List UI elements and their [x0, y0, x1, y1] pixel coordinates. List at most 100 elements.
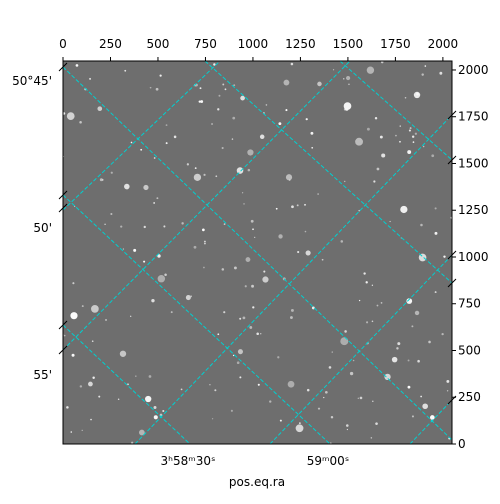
star — [422, 145, 425, 148]
star — [155, 87, 159, 91]
star — [70, 312, 78, 320]
star — [199, 87, 202, 90]
star — [70, 431, 73, 433]
star — [349, 371, 354, 376]
star — [306, 388, 310, 392]
star — [153, 406, 157, 410]
star — [240, 95, 245, 101]
star — [407, 385, 411, 389]
star — [63, 112, 66, 115]
star — [256, 332, 259, 336]
star — [245, 257, 251, 262]
star — [71, 353, 75, 357]
star — [414, 310, 420, 316]
star — [411, 325, 414, 328]
star — [363, 272, 366, 275]
ra-tick-label: 3ʰ58ᵐ30ˢ — [161, 454, 216, 468]
star — [340, 337, 349, 346]
x-tick-label: 1250 — [285, 37, 316, 51]
star — [408, 129, 411, 132]
star — [202, 228, 205, 232]
x-label: pos.eq.ra — [229, 475, 285, 489]
star — [101, 178, 104, 181]
dec-tick-label: 50°45' — [12, 74, 52, 88]
world-tick — [58, 190, 68, 200]
star — [148, 375, 152, 378]
star — [145, 395, 152, 403]
star — [120, 225, 123, 228]
star — [379, 135, 383, 139]
star — [283, 79, 290, 86]
star — [213, 63, 216, 66]
star — [153, 202, 155, 204]
star — [278, 234, 283, 239]
star — [396, 347, 399, 350]
star — [322, 396, 325, 399]
star — [290, 316, 293, 319]
star — [221, 268, 225, 271]
star — [165, 124, 168, 127]
star — [446, 390, 449, 392]
star — [239, 317, 242, 320]
star — [346, 428, 348, 431]
star — [275, 207, 278, 210]
star — [242, 316, 246, 320]
star — [157, 254, 161, 258]
star — [135, 375, 137, 377]
star — [211, 123, 213, 125]
star — [153, 415, 158, 420]
star — [287, 380, 295, 388]
star — [329, 442, 332, 444]
star — [317, 81, 322, 87]
star — [262, 276, 269, 283]
star — [230, 409, 233, 412]
star — [372, 400, 374, 402]
star — [91, 340, 94, 343]
star — [193, 245, 197, 249]
star — [237, 349, 243, 355]
star — [159, 74, 162, 77]
star — [411, 135, 415, 138]
star — [374, 117, 378, 120]
star — [75, 64, 79, 67]
star — [185, 295, 191, 301]
coordinate-grid — [63, 61, 452, 444]
star — [380, 61, 384, 64]
star — [285, 109, 288, 112]
star — [231, 138, 234, 140]
star — [119, 350, 127, 357]
star — [265, 104, 268, 106]
star — [204, 240, 206, 243]
star — [446, 379, 450, 383]
star — [359, 396, 363, 400]
star — [263, 270, 266, 273]
star — [217, 333, 220, 336]
star — [371, 284, 374, 286]
star — [130, 315, 132, 317]
star — [355, 137, 363, 146]
star — [203, 266, 205, 269]
star — [439, 71, 443, 75]
star — [143, 225, 146, 229]
star — [311, 306, 315, 310]
star — [277, 356, 280, 359]
star — [380, 301, 383, 304]
star — [422, 403, 428, 410]
star — [344, 180, 346, 183]
star — [104, 223, 106, 226]
star — [344, 330, 347, 333]
star — [117, 398, 120, 401]
star — [431, 154, 435, 158]
star — [411, 415, 415, 418]
star — [317, 407, 321, 410]
star — [299, 422, 301, 424]
dec-tick-label: 55' — [33, 368, 52, 382]
star — [443, 255, 446, 258]
star — [260, 333, 262, 335]
star — [321, 258, 324, 261]
star — [162, 409, 165, 413]
frame — [62, 60, 453, 445]
world-tick — [447, 250, 457, 260]
x-tick-label: 1000 — [238, 37, 269, 51]
y2-tick-label: 1000 — [458, 250, 489, 264]
